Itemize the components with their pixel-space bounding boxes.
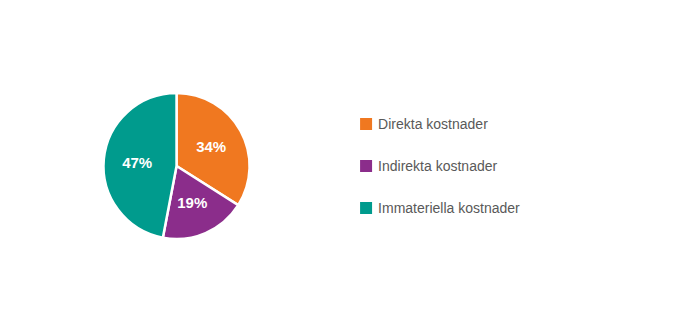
svg-text:47%: 47% xyxy=(122,154,152,171)
svg-text:34%: 34% xyxy=(196,138,226,155)
svg-text:Immateriella kostnader: Immateriella kostnader xyxy=(378,200,520,216)
svg-text:Indirekta kostnader: Indirekta kostnader xyxy=(378,158,497,174)
svg-text:19%: 19% xyxy=(177,194,207,211)
svg-text:Direkta kostnader: Direkta kostnader xyxy=(378,116,488,132)
